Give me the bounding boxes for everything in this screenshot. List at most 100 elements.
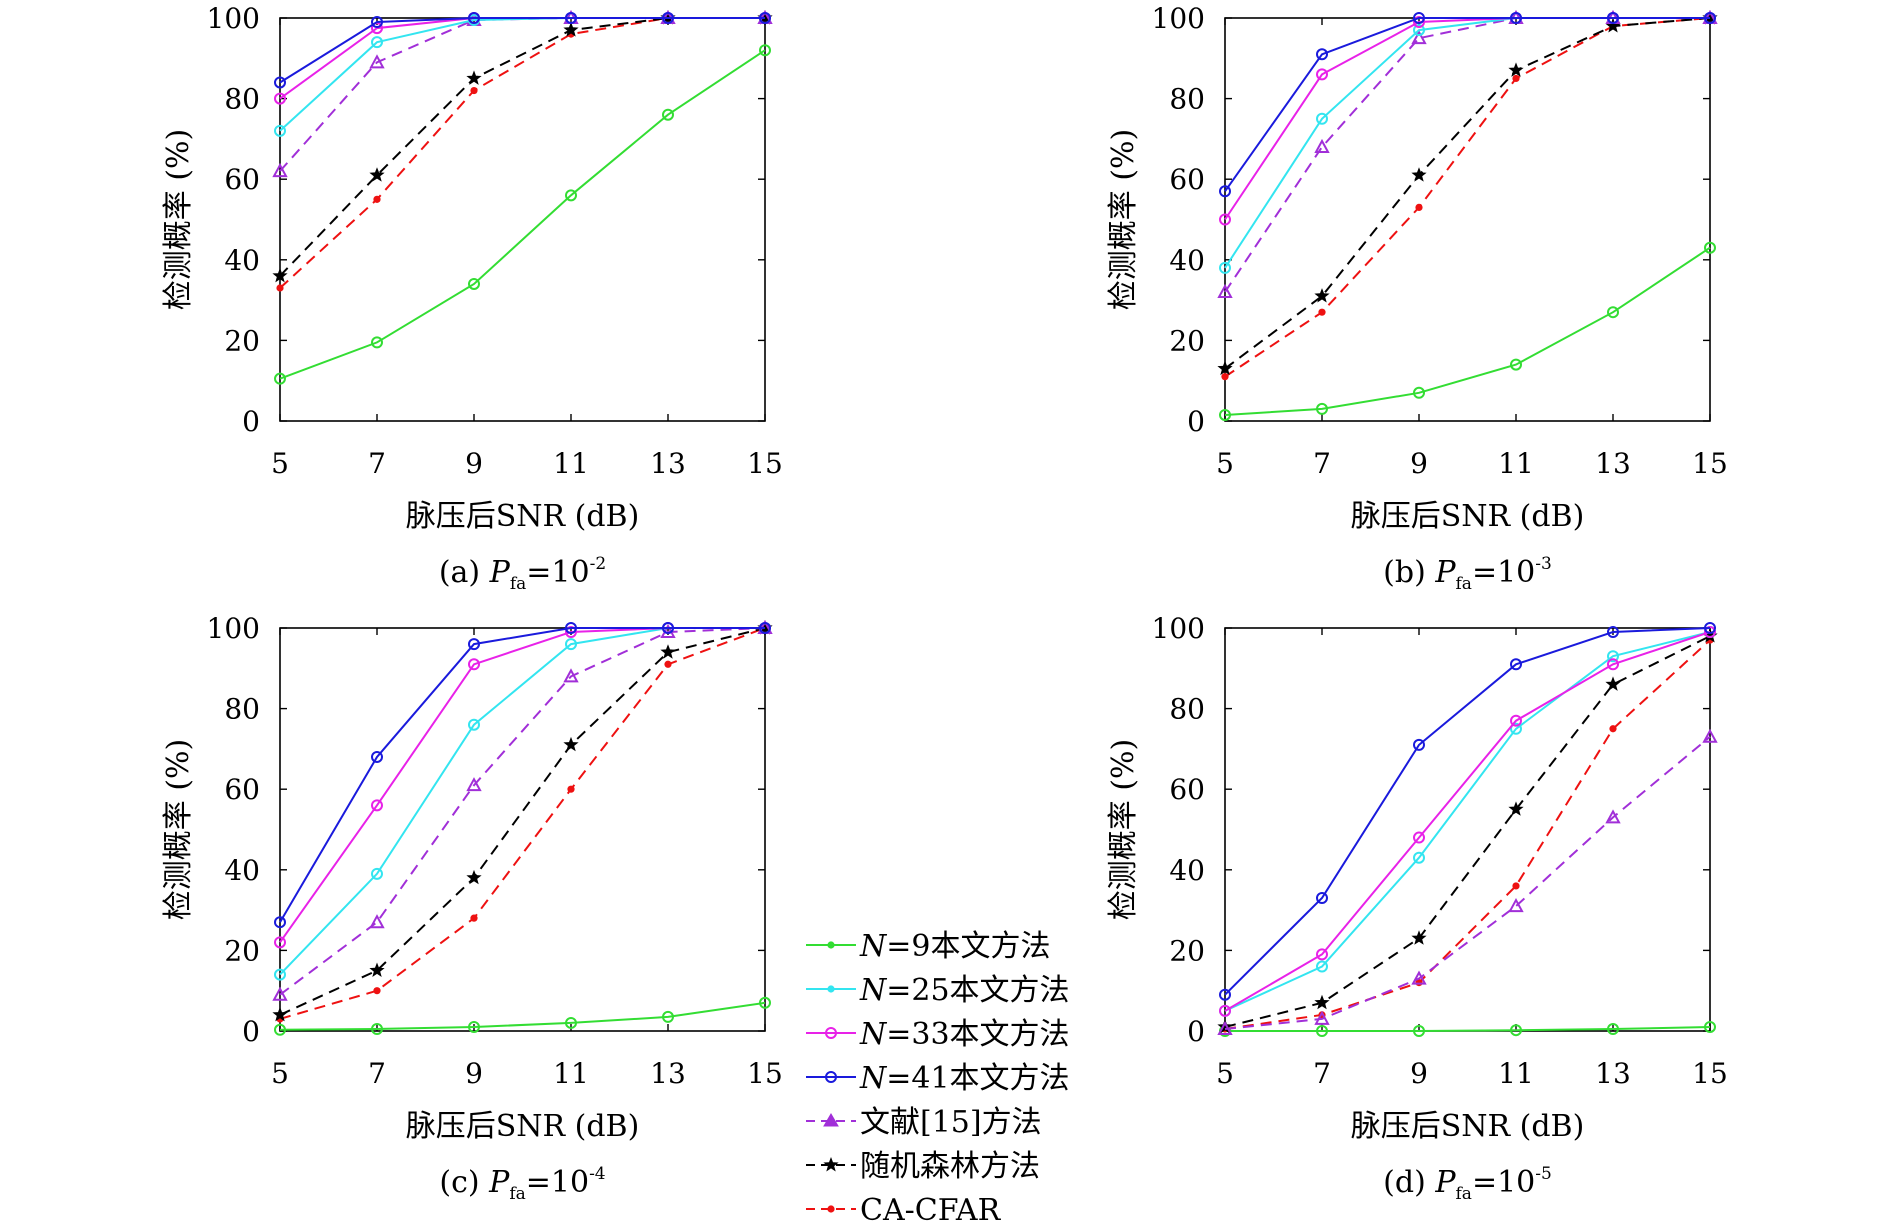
data-point-n25	[1413, 851, 1425, 864]
x-tick-label: 9	[1410, 1057, 1428, 1090]
data-point-n41	[662, 622, 674, 634]
legend-text: =9本文方法	[886, 929, 1050, 964]
series-line-n9	[1225, 1026, 1711, 1032]
y-tick-label: 100	[1152, 612, 1205, 645]
data-point-n9	[1413, 386, 1425, 399]
data-point-rf	[1217, 360, 1233, 376]
data-point-n9	[1510, 1024, 1522, 1037]
data-point-n41	[662, 12, 674, 24]
data-point-n41	[1704, 12, 1716, 24]
data-point-n33	[1510, 714, 1522, 727]
data-point-n25	[565, 638, 577, 651]
y-tick-label: 40	[1169, 854, 1205, 887]
caption-mid: =10	[526, 1165, 589, 1200]
y-tick-label: 80	[1169, 693, 1205, 726]
series-line-n41	[279, 627, 765, 923]
series-line-n33	[1224, 17, 1710, 221]
x-tick-label: 5	[1216, 1057, 1234, 1090]
x-tick-label: 5	[1216, 447, 1234, 480]
data-point-n33	[1316, 68, 1328, 81]
legend-marker-rf	[823, 1157, 839, 1172]
x-tick-label: 15	[1692, 447, 1728, 480]
data-point-rf	[272, 267, 288, 283]
legend-text: =25本文方法	[886, 973, 1069, 1008]
x-axis-label: 脉压后SNR (dB)	[406, 1109, 640, 1144]
plot-area	[279, 17, 766, 422]
x-tick-label: 7	[1313, 1057, 1331, 1090]
data-point-n9	[1704, 1020, 1716, 1033]
data-point-cacfar	[1221, 373, 1229, 381]
plot-area	[279, 627, 766, 1032]
data-point-rf	[369, 962, 385, 977]
series-line-n25	[279, 17, 765, 132]
data-point-n33	[274, 936, 286, 949]
caption-var: P	[1434, 555, 1456, 590]
data-point-n41	[274, 76, 286, 89]
y-axis-label: 检测概率 (%)	[1106, 129, 1141, 310]
y-axis-label: 检测概率 (%)	[161, 129, 196, 310]
data-point-ref15	[1314, 138, 1330, 153]
series-line-ref15	[279, 17, 765, 172]
data-point-rf	[1217, 1019, 1233, 1034]
data-point-n41	[1607, 12, 1619, 24]
data-point-n25	[371, 867, 383, 880]
data-point-n25	[274, 124, 286, 137]
caption-var: P	[488, 1165, 510, 1200]
data-point-ref15	[1411, 970, 1427, 985]
data-point-n9	[1219, 408, 1231, 421]
data-point-n25	[1607, 650, 1619, 663]
data-point-rf	[1411, 167, 1427, 182]
legend-label-ref15: 文献[15]方法	[860, 1105, 1042, 1140]
y-axis-label: 检测概率 (%)	[1106, 739, 1141, 920]
legend-text: =41本文方法	[886, 1061, 1069, 1096]
data-point-n33	[1607, 658, 1619, 671]
data-point-rf	[466, 869, 482, 885]
data-point-rf	[1314, 994, 1330, 1010]
legend-marker-n33	[825, 1027, 837, 1039]
data-point-n9	[468, 277, 480, 290]
legend-label-rf: 随机森林方法	[860, 1149, 1040, 1184]
x-tick-label: 5	[271, 1057, 289, 1090]
y-tick-label: 100	[1152, 2, 1205, 35]
chart-panel-d: 5 7 9 11 13 15 0 20 40 60 80 100 脉压后SNR (dB) 检测概率 (%)…	[1106, 612, 1728, 1204]
data-point-n41	[1316, 48, 1328, 61]
data-point-rf	[1508, 62, 1524, 77]
data-point-cacfar	[470, 86, 478, 95]
series-line-n9	[279, 1001, 766, 1031]
data-point-n33	[371, 799, 383, 812]
legend-marker-ref15	[823, 1113, 839, 1127]
data-point-ref15	[1605, 809, 1621, 824]
data-point-n33	[1316, 948, 1328, 961]
series-line-n25	[1224, 631, 1711, 1012]
data-point-rf	[660, 644, 676, 659]
series-line-cacfar	[279, 627, 766, 1020]
y-tick-label: 20	[224, 934, 260, 967]
legend-label-n25: N=25本文方法	[859, 973, 1070, 1008]
legend-label-n33: N=33本文方法	[859, 1017, 1070, 1052]
x-axis-label: 脉压后SNR (dB)	[1351, 1109, 1585, 1144]
series-line-ref15	[1224, 736, 1711, 1030]
legend-text: =33本文方法	[886, 1017, 1069, 1052]
x-tick-label: 9	[1410, 447, 1428, 480]
data-point-n33	[1219, 1004, 1231, 1017]
caption-sup: -5	[1535, 1164, 1552, 1184]
data-point-n41	[468, 638, 480, 651]
series-line-rf	[279, 627, 766, 1016]
y-tick-label: 60	[224, 163, 260, 196]
series-line-cacfar	[279, 17, 765, 289]
data-point-ref15	[1217, 283, 1233, 299]
data-point-ref15	[563, 668, 579, 683]
series-line-n25	[279, 627, 765, 976]
data-point-n9	[371, 336, 383, 349]
data-point-n41	[468, 12, 480, 24]
data-point-n9	[1607, 306, 1619, 319]
data-point-n41	[274, 916, 286, 929]
data-point-cacfar	[373, 987, 381, 995]
data-point-rf	[1411, 930, 1427, 945]
data-point-n9	[1607, 1022, 1619, 1035]
caption-var: P	[1434, 1165, 1456, 1200]
data-point-n41	[1607, 626, 1619, 639]
plot-area	[1224, 17, 1711, 422]
x-tick-label: 9	[465, 447, 483, 480]
data-point-rf	[369, 167, 385, 182]
